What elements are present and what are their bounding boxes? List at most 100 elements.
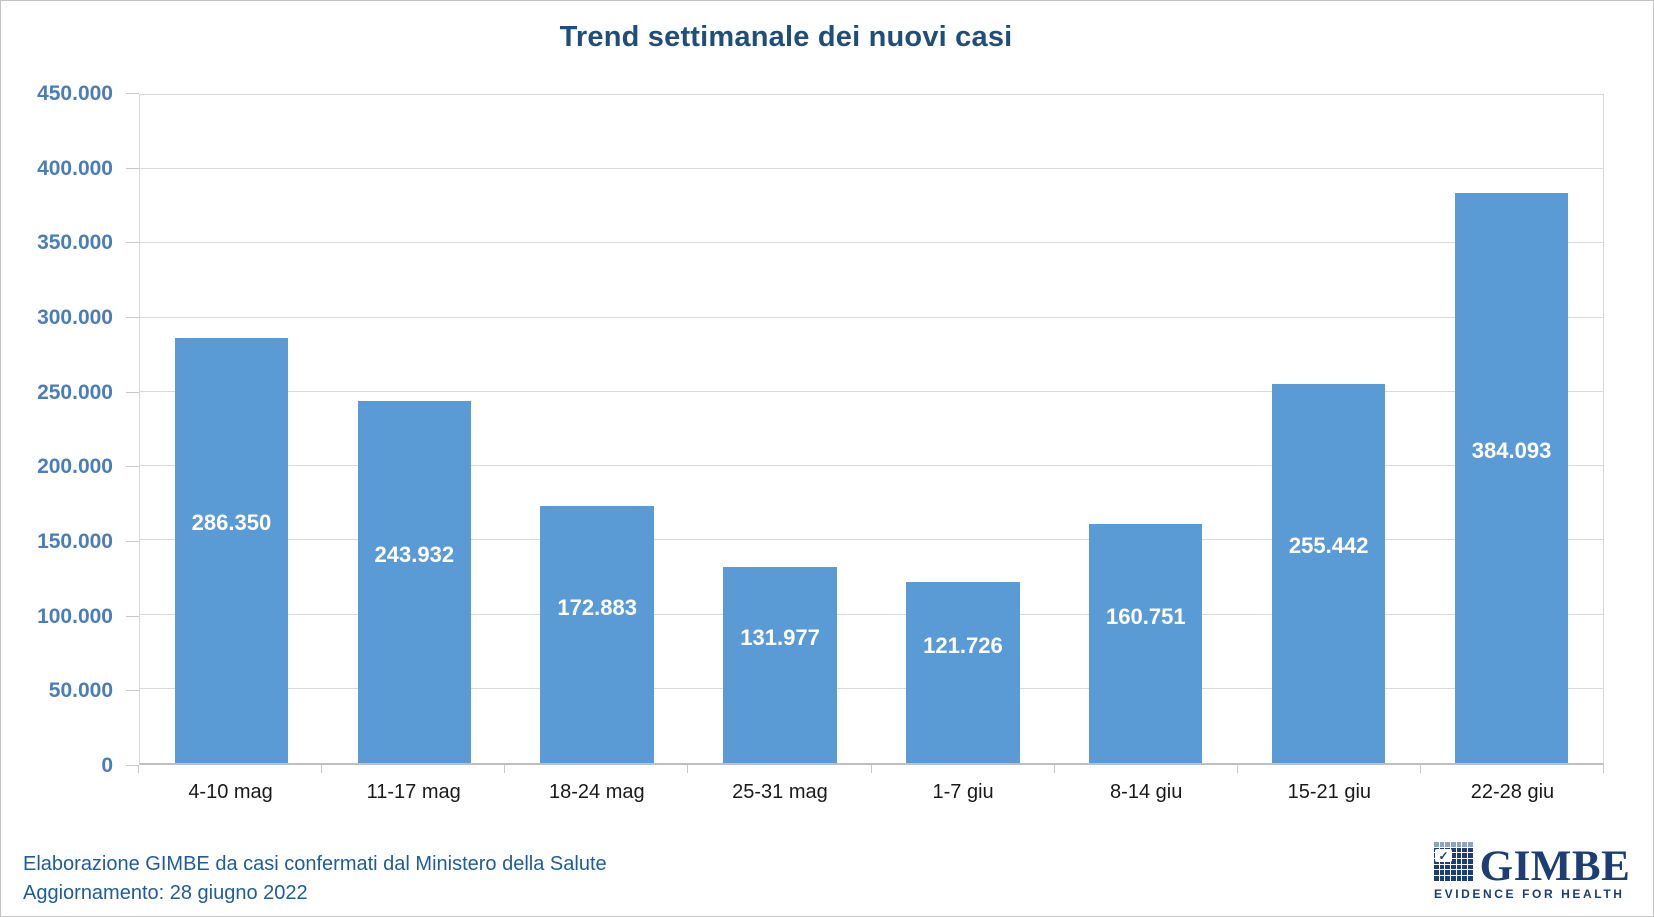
logo-grid-cell xyxy=(1462,847,1467,853)
logo-grid-cell xyxy=(1468,864,1473,870)
footer-update-line: Aggiornamento: 28 giugno 2022 xyxy=(23,882,308,904)
x-tick-label: 1-7 giu xyxy=(932,781,994,803)
y-tick-label: 150.000 xyxy=(37,529,113,553)
logo-grid-cell xyxy=(1439,864,1445,870)
logo-grid-cell xyxy=(1434,870,1439,875)
gridline xyxy=(140,390,1603,392)
logo-tagline: EVIDENCE FOR HEALTH xyxy=(1434,886,1625,901)
y-tick-label: 450.000 xyxy=(37,82,113,105)
y-axis: 450.000 400.000 350.000 300.000 250.000 200.0… xyxy=(1,82,139,777)
chart-title: Trend settimanale dei nuovi casi xyxy=(559,21,1013,53)
bar-value-label: 131.977 xyxy=(740,625,820,651)
bar-value-label: 121.726 xyxy=(923,632,1003,658)
y-tick-mark xyxy=(126,765,139,766)
bar-value-label: 384.093 xyxy=(1471,437,1552,463)
gridline xyxy=(140,242,1603,244)
x-tick-mark xyxy=(870,765,872,773)
y-tick-mark xyxy=(126,615,139,617)
logo-grid-cell xyxy=(1445,842,1450,847)
logo-grid-cell xyxy=(1456,853,1462,858)
logo-grid-cell xyxy=(1439,870,1445,875)
bar: 172.883 xyxy=(540,506,654,763)
bar-value-label: 286.350 xyxy=(191,510,272,536)
logo-grid-cell xyxy=(1445,876,1450,881)
bar: 243.932 xyxy=(357,400,471,763)
bar: 286.350 xyxy=(174,337,289,763)
logo-grid-cell xyxy=(1451,847,1456,853)
check-icon: ✓ xyxy=(1435,849,1452,862)
y-tick-mark xyxy=(126,167,139,169)
x-tick-label: 15-21 giu xyxy=(1287,781,1372,803)
logo-grid-cell xyxy=(1451,876,1456,881)
footer-source-line: Elaborazione GIMBE da casi confermati da… xyxy=(23,853,607,875)
logo-grid-cell xyxy=(1456,847,1462,853)
bar: 160.751 xyxy=(1089,524,1203,763)
logo-grid-cell xyxy=(1462,864,1467,870)
y-tick-mark xyxy=(126,391,139,393)
x-tick-label: 25-31 mag xyxy=(732,781,828,803)
bar-value-label: 172.883 xyxy=(557,594,637,620)
y-tick-mark xyxy=(126,540,139,542)
x-tick-mark xyxy=(687,765,689,773)
x-tick-mark xyxy=(138,765,139,773)
logo-grid-cell xyxy=(1445,864,1450,870)
logo-grid-cell xyxy=(1456,859,1462,864)
logo-grid-cell xyxy=(1451,870,1456,875)
logo-grid-cell xyxy=(1462,876,1467,881)
logo-grid-cell xyxy=(1456,876,1462,881)
logo-grid-cell xyxy=(1468,842,1473,847)
y-tick-mark xyxy=(126,690,139,692)
y-tick-label: 250.000 xyxy=(37,380,113,404)
gridline xyxy=(140,539,1603,541)
logo-grid-cell xyxy=(1451,853,1456,858)
x-axis: 4-10 mag 11-17 mag 18-24 mag 25-31 mag 1-7 g… xyxy=(138,765,1604,811)
bar: 131.977 xyxy=(723,567,837,763)
bar-value-label: 243.932 xyxy=(374,541,455,567)
bar: 255.442 xyxy=(1271,383,1386,763)
x-tick-mark xyxy=(504,765,506,773)
logo-grid-cell xyxy=(1462,853,1467,858)
plot-area: 286.350 243.932 172.883 131.977 121.726 160.7… xyxy=(139,94,1604,765)
x-tick-mark xyxy=(1053,765,1055,773)
logo-grid-cell xyxy=(1439,842,1445,847)
logo-grid-cell xyxy=(1462,870,1467,875)
y-tick-mark xyxy=(126,93,139,94)
logo-grid-cell xyxy=(1468,876,1473,881)
y-tick-mark xyxy=(126,466,139,468)
bar-value-label: 255.442 xyxy=(1288,533,1369,559)
gimbe-logo: ✓ GIMBE EVIDENCE FOR HEALTH xyxy=(1434,842,1630,901)
footer-note: Elaborazione GIMBE da casi confermati da… xyxy=(23,850,607,908)
bar: 121.726 xyxy=(906,582,1020,763)
logo-grid-cell xyxy=(1451,842,1456,847)
x-tick-mark xyxy=(1603,765,1604,773)
logo-grid-cell xyxy=(1445,870,1450,875)
logo-grid-cell xyxy=(1439,876,1445,881)
x-tick-label: 8-14 giu xyxy=(1110,781,1183,803)
x-tick-label: 22-28 giu xyxy=(1470,781,1555,803)
y-tick-label: 200.000 xyxy=(37,455,113,479)
logo-grid-mark: ✓ xyxy=(1434,842,1473,883)
y-tick-label: 300.000 xyxy=(37,305,113,329)
logo-grid-cell xyxy=(1434,876,1439,881)
y-tick-label: 350.000 xyxy=(37,231,113,255)
logo-row: ✓ GIMBE xyxy=(1434,842,1630,888)
logo-grid-cell xyxy=(1462,842,1467,847)
bar: 384.093 xyxy=(1454,192,1569,763)
x-tick-label: 4-10 mag xyxy=(188,781,273,803)
logo-grid-cell xyxy=(1434,842,1439,847)
gridline xyxy=(140,613,1603,615)
x-tick-mark xyxy=(1419,765,1421,773)
y-tick-label: 50.000 xyxy=(48,679,113,703)
logo-wordmark: GIMBE xyxy=(1479,842,1631,890)
logo-grid-cell xyxy=(1456,864,1462,870)
logo-grid-cell xyxy=(1434,864,1439,870)
x-tick-mark xyxy=(321,765,323,773)
gridline xyxy=(140,316,1603,318)
y-tick-mark xyxy=(126,316,139,318)
y-tick-label: 0 xyxy=(101,754,113,777)
logo-grid-cell xyxy=(1468,859,1473,864)
gridline xyxy=(140,465,1603,467)
x-tick-label: 18-24 mag xyxy=(549,781,645,803)
logo-grid-cell xyxy=(1468,847,1473,853)
